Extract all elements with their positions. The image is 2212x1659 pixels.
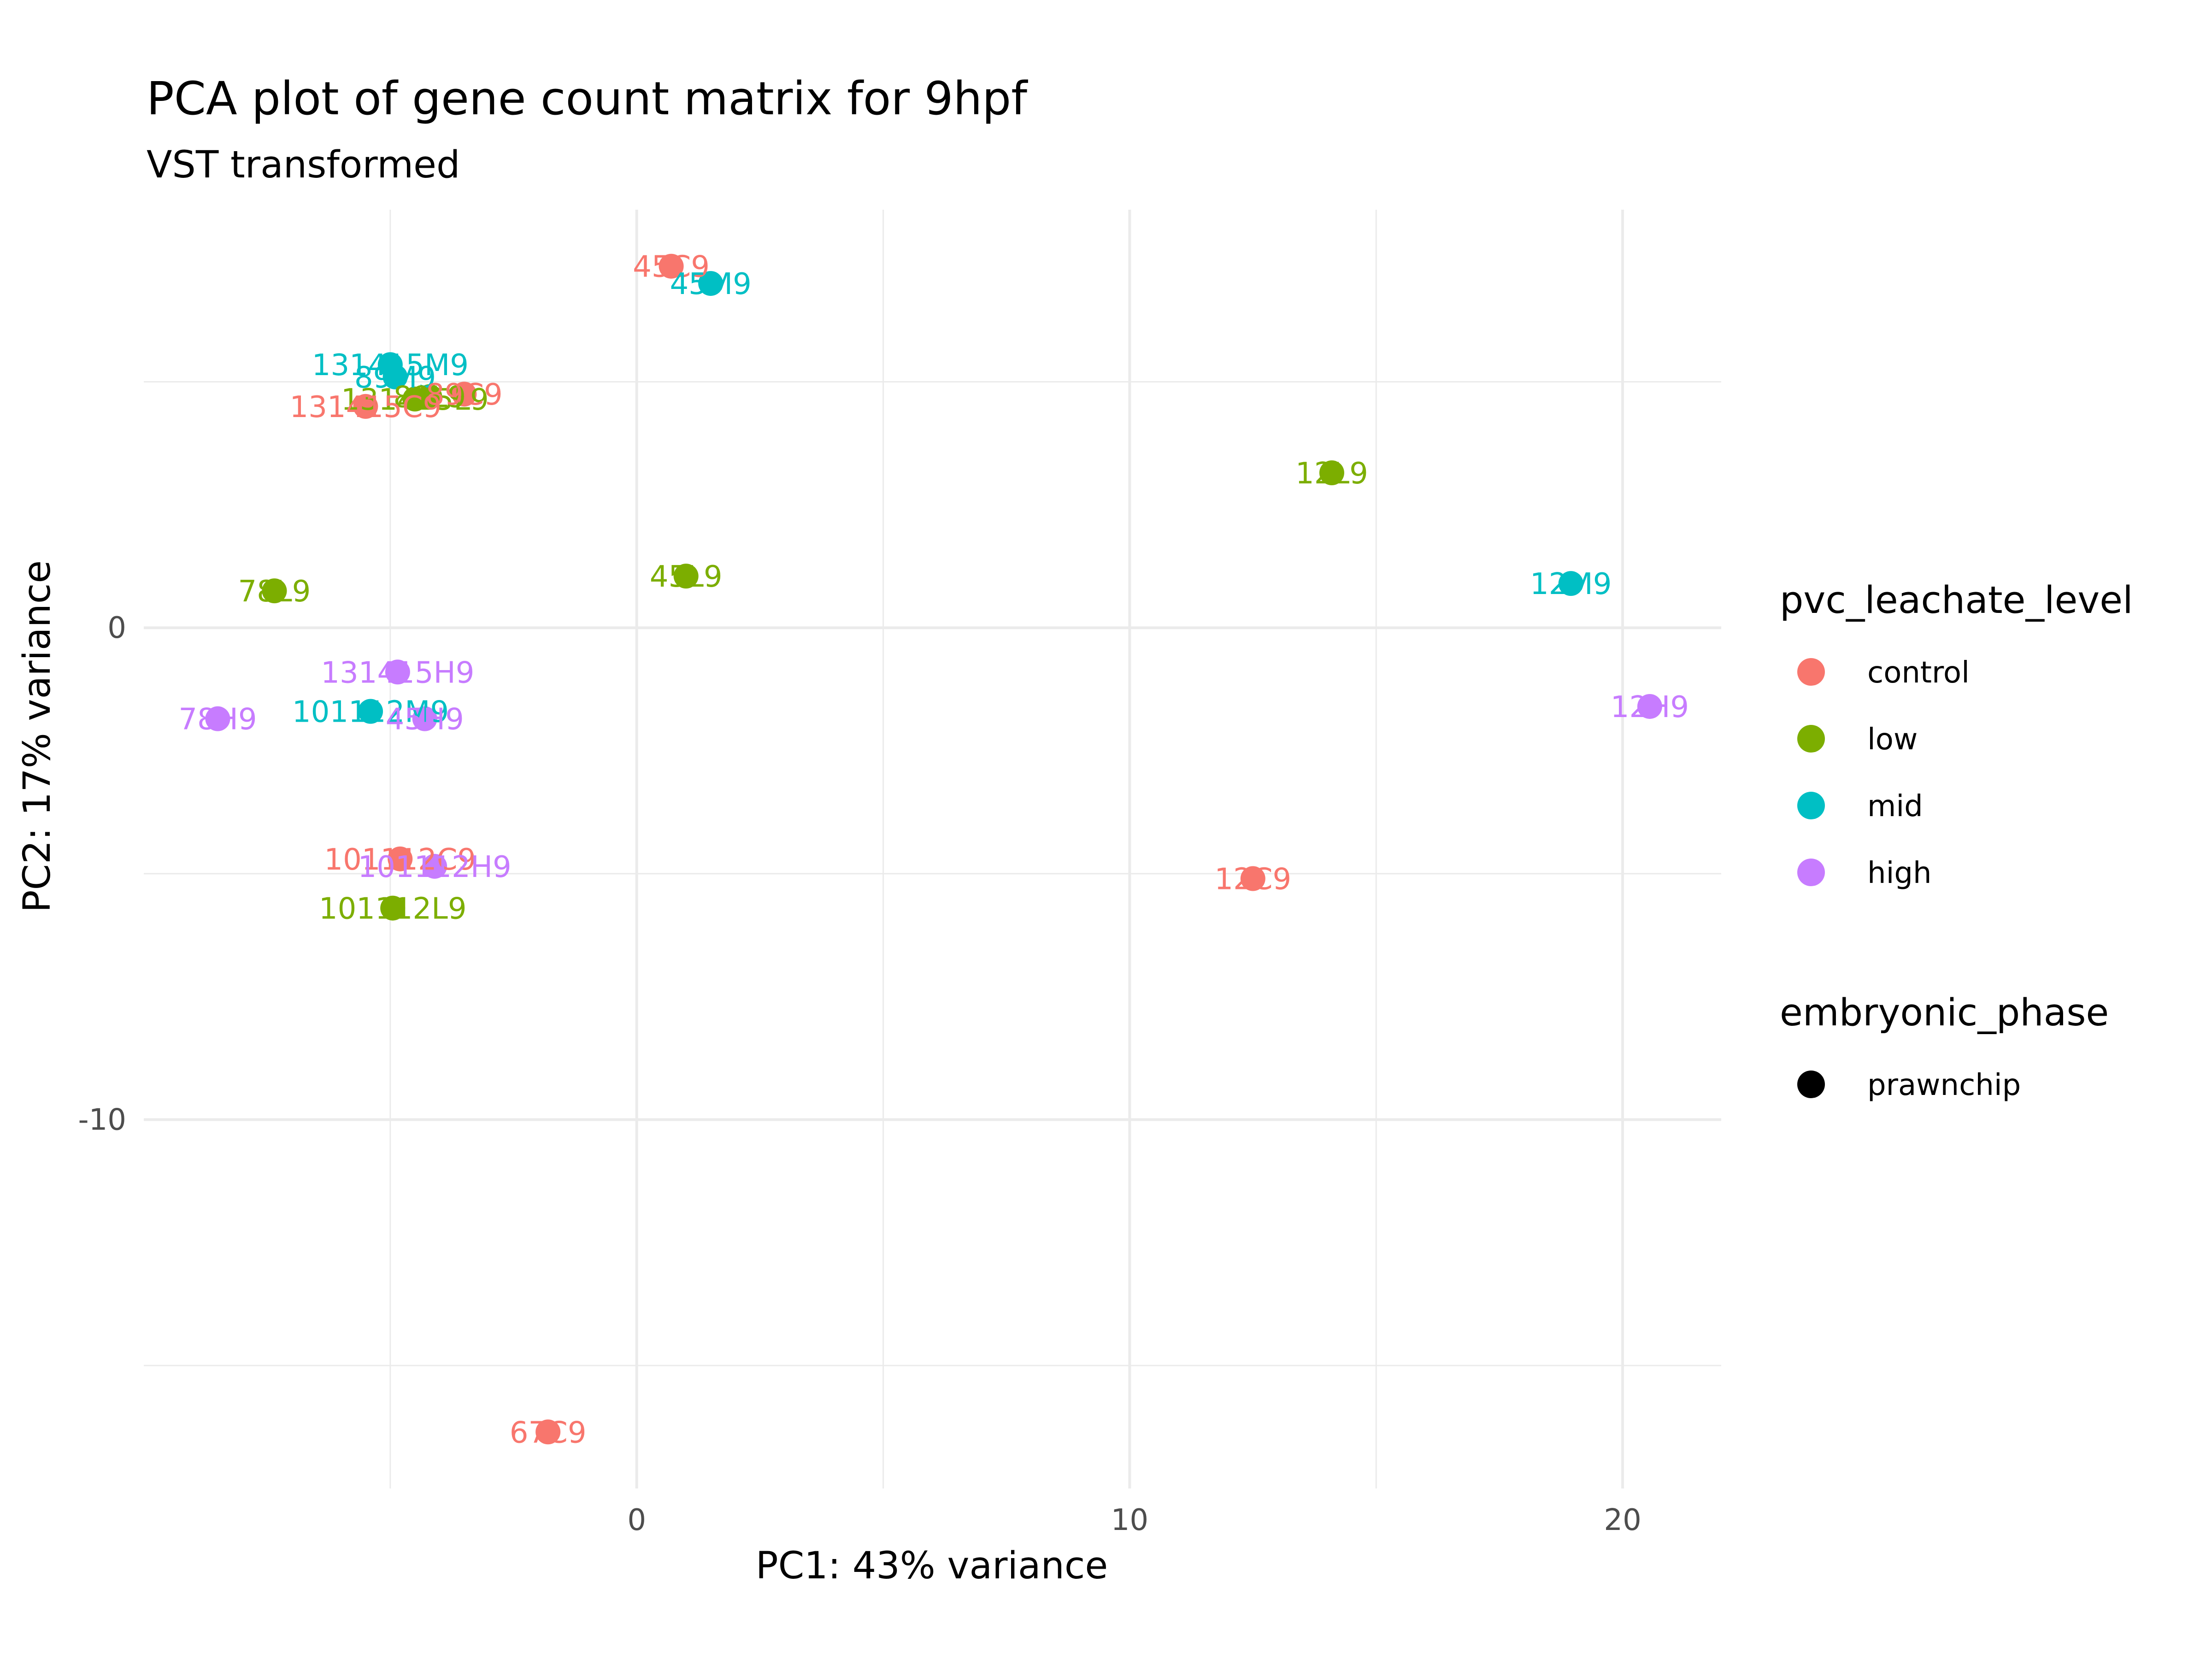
legend-key-mid: [1797, 792, 1825, 819]
data-point-12M9: [1558, 571, 1583, 596]
data-label-89L9: 89L9: [394, 381, 466, 415]
x-tick-label: 10: [1111, 1503, 1148, 1537]
legend-label-control: control: [1867, 656, 1970, 690]
data-label-45M9: 45M9: [670, 267, 751, 301]
data-label-101112M9: 101112M9: [292, 695, 449, 729]
data-label-131415C9: 131415C9: [290, 390, 442, 424]
data-points: [205, 253, 1662, 1445]
x-axis-ticks: 0 10 20: [627, 1503, 1641, 1537]
chart-subtitle: VST transformed: [147, 143, 460, 187]
legend-key-control: [1797, 658, 1825, 686]
data-point-101112M9: [358, 699, 383, 724]
data-label-45H9: 45H9: [386, 703, 464, 737]
data-point-labels: 45C945M9131415M989M9131415L989L989C91314…: [178, 250, 1689, 1450]
data-point-45C9: [659, 253, 684, 279]
data-point-131415H9: [385, 659, 410, 685]
x-tick-label: 20: [1604, 1503, 1641, 1537]
data-label-101112L9: 101112L9: [319, 892, 467, 926]
data-label-78L9: 78L9: [238, 575, 311, 609]
data-point-78H9: [205, 706, 230, 731]
legend-key-high: [1797, 859, 1825, 886]
data-point-78L9: [262, 578, 287, 604]
y-axis-ticks: 0 -10: [78, 611, 126, 1137]
legend-label-low: low: [1867, 723, 1918, 757]
data-point-89C9: [452, 382, 477, 407]
data-point-101112L9: [380, 895, 406, 921]
data-label-67C9: 67C9: [510, 1416, 587, 1450]
data-label-45C9: 45C9: [633, 250, 710, 284]
data-label-89C9: 89C9: [426, 378, 503, 412]
y-tick-label: 0: [107, 611, 126, 645]
legend-key-low: [1797, 725, 1825, 753]
data-label-12M9: 12M9: [1530, 567, 1612, 601]
data-point-101112C9: [388, 846, 413, 871]
data-point-45L9: [673, 564, 699, 589]
legend-label-prawnchip: prawnchip: [1867, 1068, 2021, 1102]
data-label-12L9: 12L9: [1295, 457, 1368, 491]
data-label-12H9: 12H9: [1611, 690, 1689, 724]
x-tick-label: 0: [627, 1503, 646, 1537]
data-point-89L9: [417, 384, 442, 409]
data-label-131415L9: 131415L9: [341, 383, 489, 417]
legend-label-high: high: [1867, 856, 1932, 890]
x-axis-title: PC1: 43% variance: [756, 1544, 1108, 1588]
data-label-89M9: 89M9: [354, 361, 436, 395]
legend-label-mid: mid: [1867, 789, 1923, 824]
grid-major: [144, 210, 1721, 1488]
legend-title-pvc_leachate_level: pvc_leachate_level: [1780, 579, 2133, 622]
legend-title-embryonic_phase: embryonic_phase: [1780, 991, 2109, 1035]
data-label-101112H9: 101112H9: [358, 850, 512, 884]
data-point-101112H9: [422, 853, 447, 879]
legend-key-prawnchip: [1797, 1071, 1825, 1098]
data-label-12C9: 12C9: [1214, 863, 1291, 897]
data-label-78H9: 78H9: [178, 703, 257, 737]
chart-title: PCA plot of gene count matrix for 9hpf: [147, 72, 1028, 125]
data-point-12C9: [1240, 866, 1265, 891]
data-point-12L9: [1319, 460, 1344, 486]
data-point-12H9: [1637, 694, 1662, 719]
data-label-131415H9: 131415H9: [321, 656, 474, 690]
grid-minor: [144, 210, 1721, 1488]
data-label-101112C9: 101112C9: [324, 843, 476, 877]
data-point-45M9: [698, 271, 724, 296]
data-point-45H9: [412, 706, 437, 731]
data-point-89M9: [382, 364, 408, 389]
data-point-131415C9: [353, 394, 378, 419]
y-tick-label: -10: [78, 1103, 126, 1137]
y-axis-title: PC2: 17% variance: [16, 560, 59, 912]
data-label-45L9: 45L9: [650, 560, 723, 594]
data-label-131415M9: 131415M9: [312, 348, 469, 382]
data-point-67C9: [535, 1419, 561, 1445]
